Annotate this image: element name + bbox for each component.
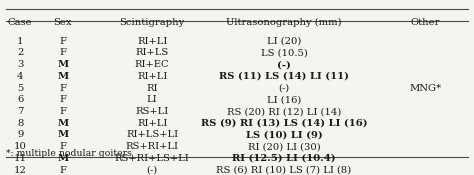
Text: RI+LS: RI+LS bbox=[136, 48, 169, 57]
Text: RS (20) RI (12) LI (14): RS (20) RI (12) LI (14) bbox=[227, 107, 341, 116]
Text: Sex: Sex bbox=[54, 18, 72, 27]
Text: 2: 2 bbox=[17, 48, 23, 57]
Text: RS (11) LS (14) LI (11): RS (11) LS (14) LI (11) bbox=[219, 72, 349, 81]
Text: LS (10) LI (9): LS (10) LI (9) bbox=[246, 131, 322, 139]
Text: Case: Case bbox=[8, 18, 33, 27]
Text: LS (10.5): LS (10.5) bbox=[261, 48, 308, 57]
Text: RI (20) LI (30): RI (20) LI (30) bbox=[248, 142, 320, 151]
Text: RS (6) RI (10) LS (7) LI (8): RS (6) RI (10) LS (7) LI (8) bbox=[217, 166, 352, 175]
Text: M: M bbox=[57, 131, 68, 139]
Text: LI (20): LI (20) bbox=[267, 37, 301, 46]
Text: 6: 6 bbox=[17, 95, 23, 104]
Text: F: F bbox=[59, 142, 66, 151]
Text: Scintigraphy: Scintigraphy bbox=[119, 18, 185, 27]
Text: 4: 4 bbox=[17, 72, 24, 81]
Text: *: multiple nodular goiters: *: multiple nodular goiters bbox=[6, 149, 132, 158]
Text: F: F bbox=[59, 48, 66, 57]
Text: RS+RI+LS+LI: RS+RI+LS+LI bbox=[115, 154, 190, 163]
Text: 12: 12 bbox=[14, 166, 27, 175]
Text: F: F bbox=[59, 37, 66, 46]
Text: (-): (-) bbox=[279, 84, 290, 93]
Text: RI+EC: RI+EC bbox=[135, 60, 170, 69]
Text: RI (12.5) LI (10.4): RI (12.5) LI (10.4) bbox=[232, 154, 336, 163]
Text: 3: 3 bbox=[17, 60, 23, 69]
Text: RI+LS+LI: RI+LS+LI bbox=[126, 131, 178, 139]
Text: (-): (-) bbox=[146, 166, 158, 175]
Text: RI+LI: RI+LI bbox=[137, 72, 167, 81]
Text: LI: LI bbox=[147, 95, 157, 104]
Text: M: M bbox=[57, 119, 68, 128]
Text: F: F bbox=[59, 95, 66, 104]
Text: M: M bbox=[57, 154, 68, 163]
Text: (-): (-) bbox=[277, 60, 291, 69]
Text: Other: Other bbox=[411, 18, 440, 27]
Text: 1: 1 bbox=[17, 37, 24, 46]
Text: RI+LI: RI+LI bbox=[137, 119, 167, 128]
Text: RS (9) RI (13) LS (14) LI (16): RS (9) RI (13) LS (14) LI (16) bbox=[201, 119, 367, 128]
Text: F: F bbox=[59, 107, 66, 116]
Text: Ultrasonography (mm): Ultrasonography (mm) bbox=[226, 18, 342, 27]
Text: 10: 10 bbox=[14, 142, 27, 151]
Text: RI+LI: RI+LI bbox=[137, 37, 167, 46]
Text: 11: 11 bbox=[14, 154, 27, 163]
Text: RS+RI+LI: RS+RI+LI bbox=[126, 142, 179, 151]
Text: MNG*: MNG* bbox=[410, 84, 442, 93]
Text: LI (16): LI (16) bbox=[267, 95, 301, 104]
Text: 5: 5 bbox=[17, 84, 23, 93]
Text: 8: 8 bbox=[17, 119, 23, 128]
Text: RI: RI bbox=[146, 84, 158, 93]
Text: F: F bbox=[59, 84, 66, 93]
Text: M: M bbox=[57, 60, 68, 69]
Text: F: F bbox=[59, 166, 66, 175]
Text: 7: 7 bbox=[17, 107, 23, 116]
Text: M: M bbox=[57, 72, 68, 81]
Text: 9: 9 bbox=[17, 131, 23, 139]
Text: RS+LI: RS+LI bbox=[136, 107, 169, 116]
